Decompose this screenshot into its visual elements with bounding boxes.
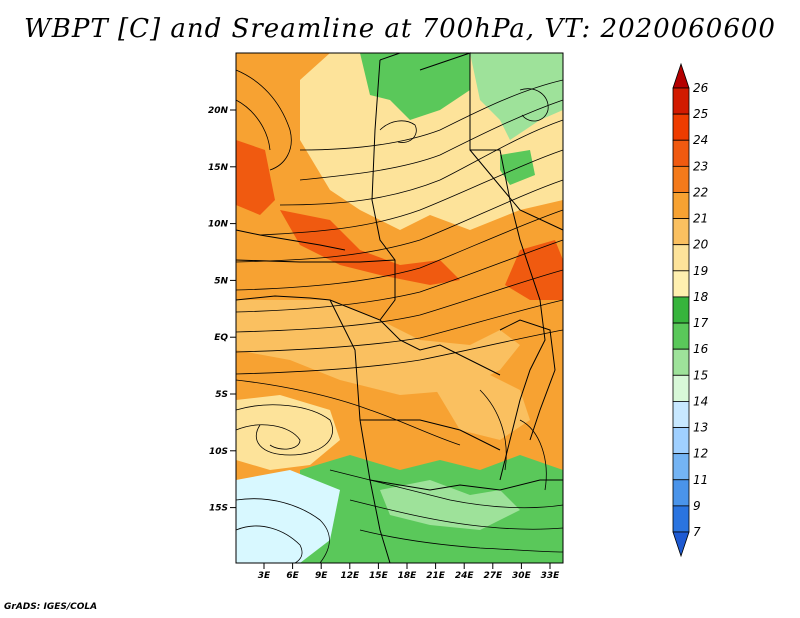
colorbar-box	[672, 244, 690, 272]
lon-label: 3E	[258, 571, 271, 581]
southern-lightgreen	[380, 480, 520, 530]
lon-label: 12E	[340, 571, 360, 581]
colorbar-level-label: 16	[693, 342, 709, 356]
lat-label: 20N	[208, 106, 229, 116]
lon-label: 30E	[512, 571, 532, 581]
colorbar-level-label: 9	[693, 499, 701, 513]
colorbar-level-label: 21	[693, 212, 708, 226]
colorbar-box	[672, 427, 690, 455]
colorbar-level-label: 13	[693, 421, 708, 435]
colorbar-level-label: 20	[693, 238, 709, 252]
lon-label: 21E	[426, 571, 446, 581]
colorbar-bottom-triangle	[672, 531, 690, 558]
chart-title: WBPT [C] and Sreamline at 700hPa, VT: 20…	[24, 14, 776, 44]
lon-label: 15E	[369, 571, 389, 581]
sahara-green	[360, 53, 470, 120]
colorbar-box	[672, 296, 690, 324]
colorbar-level-label: 17	[693, 316, 709, 330]
southeast-mild	[430, 370, 530, 440]
lat-label: 5S	[215, 390, 228, 400]
colorbar: 26 25 24 23 22 21 20 19 18 17 16 15 14 13 12 11 9 7	[672, 62, 709, 558]
colorbar-box	[672, 139, 690, 167]
colorbar-box	[672, 479, 690, 507]
grads-credit: GrADS: IGES/COLA	[4, 602, 98, 612]
lat-label: EQ	[214, 333, 228, 343]
lon-label: 27E	[483, 571, 503, 581]
sudan-green	[500, 150, 535, 185]
northeast-green	[470, 53, 563, 140]
colorbar-box	[672, 453, 690, 481]
colorbar-level-label: 18	[693, 290, 709, 304]
colorbar-level-label: 26	[693, 81, 709, 95]
colorbar-level-label: 22	[693, 185, 708, 199]
colorbar-level-label: 24	[693, 133, 708, 147]
colorbar-level-label: 7	[693, 525, 701, 539]
lon-label: 9E	[315, 571, 328, 581]
lat-label: 10N	[208, 220, 229, 230]
colorbar-box	[672, 192, 690, 219]
colorbar-box	[672, 270, 690, 298]
country-borders	[235, 52, 564, 564]
west-hot	[236, 140, 275, 215]
lon-label: 24E	[455, 571, 475, 581]
colorbar-box	[672, 348, 690, 376]
lon-label: 6E	[286, 571, 299, 581]
east-hot	[505, 240, 563, 300]
colorbar-level-label: 14	[693, 394, 708, 408]
lon-label: 18E	[398, 571, 418, 581]
lat-axis: 20N 15N 10N 5N EQ 5S 10S 15S	[208, 106, 236, 514]
colorbar-box	[672, 505, 690, 533]
lat-label: 10S	[209, 447, 228, 457]
equator-mild	[236, 300, 520, 395]
map-frame	[235, 52, 564, 564]
colorbar-top-triangle	[672, 62, 690, 89]
lat-label: 15S	[209, 504, 228, 514]
gulf-hot	[280, 210, 460, 285]
lat-label: 15N	[208, 163, 229, 173]
colorbar-box	[672, 401, 690, 428]
colorbar-box	[672, 87, 690, 115]
colorbar-level-label: 12	[693, 447, 708, 461]
lon-axis: 3E 6E 9E 12E 15E 18E 21E 24E 27E 30E 33E	[258, 563, 560, 581]
colorbar-box	[672, 165, 690, 193]
colorbar-box	[672, 374, 690, 402]
colorbar-level-label: 19	[693, 264, 708, 278]
colorbar-box	[672, 113, 690, 141]
lon-label: 33E	[541, 571, 561, 581]
colorbar-box	[672, 322, 690, 350]
ocean-pale	[236, 470, 340, 563]
colorbar-level-label: 25	[693, 107, 708, 121]
colorbar-level-label: 15	[693, 368, 708, 382]
colorbar-level-label: 11	[693, 473, 708, 487]
colorbar-box	[672, 218, 690, 246]
lat-label: 5N	[214, 276, 228, 286]
streamlines	[235, 69, 564, 564]
shaded-field	[236, 53, 563, 563]
colorbar-level-label: 23	[693, 159, 708, 173]
